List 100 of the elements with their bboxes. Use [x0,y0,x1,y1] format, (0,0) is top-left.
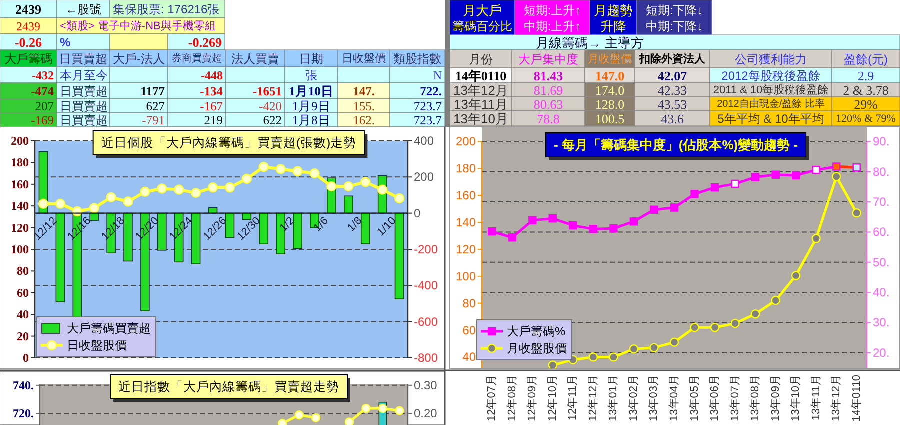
point [38,198,49,210]
y-tick-label: 140 [456,216,476,230]
point [731,180,740,188]
text: 中期:下降↓ [646,20,704,34]
text: 2439 [16,2,42,17]
text: 本月至今 [60,68,108,82]
point [791,271,801,280]
text: 147. [353,84,375,98]
point [55,198,66,210]
text: 2012每股稅後盈餘 [722,69,820,83]
text: 大戶-法人 [113,52,165,66]
text: 2012自由現金/盈餘 比率 [717,98,825,110]
chart-title: - 每月「籌碼集中度」(佔股本%)變動趨勢 - [554,138,798,152]
x-tick-label: 13年01月 [608,375,620,422]
y2-tick-label: -400 [414,278,438,293]
bar [360,212,370,244]
y-tick-label: 100 [11,242,29,256]
y-tick-label: 60 [462,323,476,338]
y2-tick-label: 0.30 [414,378,438,392]
point [378,404,388,414]
legend-label: 日收盤股價 [67,338,127,352]
x-tick-label: 1/2 [278,215,298,234]
text: 5年平均 & 10年平均 [718,112,824,126]
point [670,338,680,348]
y2-tick-label: 60. [873,225,890,240]
text: -448 [201,68,223,82]
text: 174.0 [595,83,625,98]
y2-tick-label: 80. [873,164,890,179]
y-tick-label: 720. [13,406,34,421]
y2-tick-label: 200 [414,170,434,184]
text: 籌碼百分比 [452,20,512,34]
text: 147.0 [595,68,625,84]
point [730,318,740,328]
text: 627 [146,100,165,114]
y2-tick-label: 70. [873,195,890,210]
text: ←股號 [66,2,102,16]
text: 月趨勢 [594,3,633,18]
point [508,234,516,242]
y-tick-label: 180 [456,162,476,176]
text: 43.53 [658,97,688,112]
text: N [433,68,442,82]
x-tick-label: 12年07月 [486,375,498,422]
x-tick-label: 13年07月 [729,375,742,422]
point [750,310,760,319]
text: 29% [854,97,878,112]
point [569,221,578,230]
text: 13年10月 [454,112,508,126]
text: 722. [420,84,442,98]
chart-title: 近日個股「大戶內線籌碼」買賣超(張數)走勢 [101,136,357,150]
x-tick-label: 1/8 [346,215,365,234]
point [174,184,184,195]
text: 622 [263,114,282,128]
point [548,360,558,368]
point [276,164,286,174]
y-tick-label: 200 [11,134,29,148]
point [292,166,303,176]
point [123,196,134,207]
text: 80.63 [534,97,564,112]
text: 128.0 [595,97,625,112]
x-tick-label: 14年0110 [850,375,863,422]
point [208,182,218,193]
x-tick-label: 13年06月 [709,375,722,422]
text: -474 [31,84,55,98]
text: 扣除外資法人 [638,52,706,66]
y-tick-label: 740. [13,378,34,392]
point [190,188,202,198]
bar [158,212,167,251]
text: -432 [32,68,54,82]
bar [394,212,404,300]
bar [56,212,66,302]
point [650,343,659,352]
text: -0.269 [188,35,222,50]
y-tick-label: 80 [462,296,476,310]
text: 1月8日 [292,114,331,128]
text: 207 [35,100,54,114]
y-tick-label: 200 [456,134,476,149]
x-tick-label: 13年12月 [830,375,843,422]
point [106,192,116,203]
y-tick-label: 120 [456,242,476,256]
text: 升降 [600,19,626,34]
text: 219 [204,114,223,128]
point [242,174,252,184]
bar [191,212,201,264]
x-tick-label: 1/6 [312,215,331,234]
y-tick-label: 60 [17,286,29,300]
text: 100.5 [595,112,625,126]
text: 券商買賣超 [172,52,222,64]
text: -1651 [252,84,282,98]
point [224,182,236,193]
bar [344,196,354,214]
text: 法人買賣 [232,52,280,66]
point [852,164,861,172]
point [751,173,760,182]
text: 2439 [16,20,40,34]
point [772,170,780,179]
point [528,216,537,225]
x-tick-label: 13年09月 [770,375,782,422]
x-tick-label: 13年02月 [628,375,640,422]
text: 1177 [140,84,165,98]
point [394,193,405,204]
